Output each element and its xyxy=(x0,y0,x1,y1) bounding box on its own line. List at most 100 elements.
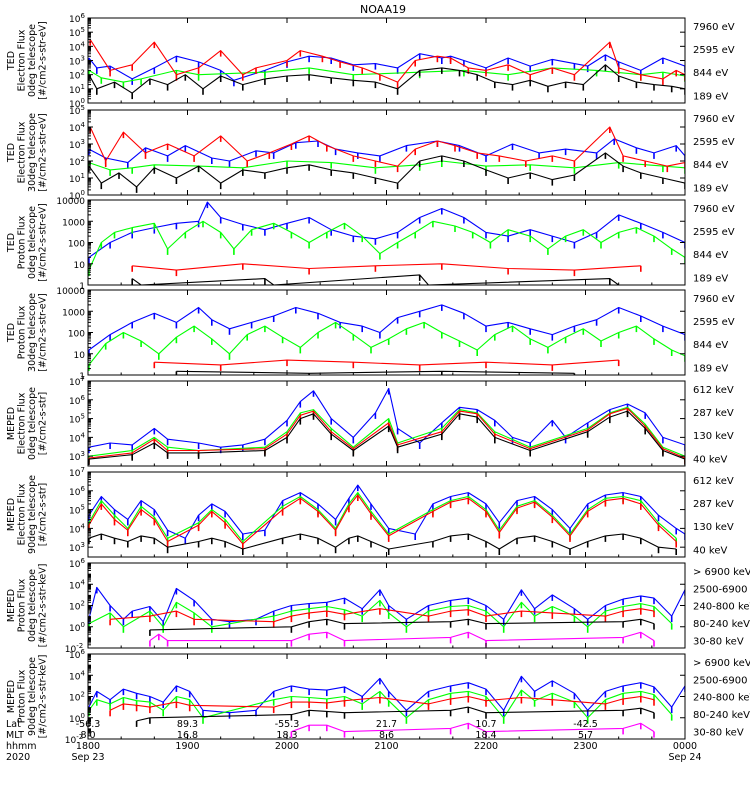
chart-title: NOAA19 xyxy=(360,3,406,16)
x-tick-hhmm-6: 0000 xyxy=(673,741,697,752)
ted-electron-0deg-ytick-label-0: 100 xyxy=(69,97,85,110)
meped-electron-0deg-ylabel-line-2: 0deg telescope xyxy=(27,387,38,460)
ted-electron-0deg-series-line-1 xyxy=(88,67,685,83)
x-tick-mlt-1: 16.8 xyxy=(177,730,198,741)
meped-electron-0deg-ytick-label-2: 105 xyxy=(69,413,85,426)
x-tick-hhmm-4: 2200 xyxy=(474,741,498,752)
x-tick-hhmm-3: 2100 xyxy=(374,741,398,752)
ted-electron-30deg-series-line-1 xyxy=(88,160,685,171)
meped-electron-90deg-frame xyxy=(87,471,686,558)
meped-proton-0deg-ytick-label-0: 10-2 xyxy=(65,642,83,655)
meped-electron-90deg-legend-item-2: 130 keV xyxy=(693,522,734,533)
meped-proton-90deg-ylabel: MEPEDProton Flux90deg telescope[#/cm2-s-… xyxy=(6,655,49,739)
meped-electron-90deg-ytick-label-4: 107 xyxy=(69,466,85,479)
ted-proton-0deg-ylabel-line-2: 0deg telescope xyxy=(27,206,38,279)
ted-proton-0deg-ylabel-line-1: Proton Flux xyxy=(17,215,28,269)
ted-proton-30deg-ytick-label-0: 1 xyxy=(79,372,85,382)
meped-proton-0deg-legend-item-4: 30-80 keV xyxy=(693,636,744,647)
ted-proton-0deg-legend-item-0: 7960 eV xyxy=(693,204,735,215)
ted-electron-0deg-legend-item-2: 844 eV xyxy=(693,68,728,79)
meped-electron-90deg-legend-item-0: 612 keV xyxy=(693,476,734,487)
ted-electron-0deg-ylabel-line-1: Electron Flux xyxy=(17,29,28,91)
meped-proton-0deg-series-line-0 xyxy=(88,586,685,623)
ted-proton-30deg-legend-item-3: 189 eV xyxy=(693,363,728,374)
x-tick-mlt-4: 18.4 xyxy=(475,730,496,741)
meped-electron-0deg-series-line-0 xyxy=(88,387,685,448)
meped-proton-0deg-legend-item-1: 2500-6900 xyxy=(693,584,748,595)
ted-electron-30deg-series-line-3 xyxy=(88,152,685,188)
ted-electron-0deg-ytick-label-4: 104 xyxy=(69,40,85,53)
meped-electron-0deg-legend-item-3: 40 keV xyxy=(693,454,727,465)
ted-electron-0deg-ylabel-line-3: [#/cm2-s-str-eV] xyxy=(38,21,49,100)
meped-electron-90deg-ytick-label-2: 105 xyxy=(69,504,85,517)
meped-electron-90deg-series-line-3 xyxy=(88,533,677,550)
meped-proton-90deg-ytick-label-3: 104 xyxy=(69,669,85,682)
meped-electron-90deg-series-line-0 xyxy=(88,484,685,539)
x-tick-lat-5: -42.5 xyxy=(573,719,598,730)
ted-electron-30deg-ytick-label-3: 103 xyxy=(69,138,85,151)
x-row-label-3: 2020 xyxy=(6,752,30,763)
ted-electron-0deg-ylabel-line-2: 0deg telescope xyxy=(27,24,38,97)
ted-electron-0deg-series-line-0 xyxy=(88,53,685,81)
meped-proton-0deg-ytick-label-3: 104 xyxy=(69,578,85,591)
x-tick-hhmm-1: 1900 xyxy=(175,741,199,752)
ted-electron-30deg-legend-item-0: 7960 eV xyxy=(693,114,735,125)
meped-electron-0deg-ytick-label-1: 104 xyxy=(69,431,85,444)
meped-proton-0deg-ylabel-line-3: [#/cm2-s-str-keV] xyxy=(38,564,49,648)
ted-proton-0deg-ylabel-line-0: TED xyxy=(6,233,17,253)
ted-proton-30deg-legend-item-0: 7960 eV xyxy=(693,294,735,305)
meped-electron-90deg-legend-item-1: 287 keV xyxy=(693,499,734,510)
meped-proton-0deg-panel: 10-2 100 102 104 106 MEPEDProton Flux0deg tel… xyxy=(6,557,750,655)
ted-electron-30deg-ylabel: TEDElectron Flux30deg telescope[#/cm2-s-… xyxy=(6,113,49,192)
meped-proton-0deg-ylabel-line-0: MEPED xyxy=(6,589,17,622)
ted-proton-30deg-series-group xyxy=(88,304,685,375)
meped-electron-90deg-ylabel-line-3: [#/cm2-s-str] xyxy=(38,483,49,546)
ted-proton-0deg-series-group xyxy=(88,201,685,285)
ted-proton-0deg-ytick-label-2: 100 xyxy=(68,240,85,250)
meped-proton-90deg-ytick-label-1: 100 xyxy=(69,712,85,725)
ted-electron-30deg-series-line-2 xyxy=(89,126,685,167)
meped-proton-90deg-series-line-0 xyxy=(88,675,685,714)
meped-electron-90deg-ylabel-line-0: MEPED xyxy=(6,498,17,531)
meped-proton-0deg-ylabel-line-2: 0deg telescope xyxy=(27,569,38,642)
ted-proton-0deg-series-line-3 xyxy=(131,274,620,285)
meped-electron-0deg-legend-item-0: 612 keV xyxy=(693,385,734,396)
meped-electron-90deg-ytick-label-1: 104 xyxy=(69,522,85,535)
x-tick-mlt-0: 8.0 xyxy=(80,730,95,741)
meped-proton-0deg-ylabel-line-1: Proton Flux xyxy=(17,578,28,632)
ted-electron-30deg-ylabel-line-0: TED xyxy=(6,143,17,163)
meped-electron-90deg-ylabel-line-2: 90deg telescope xyxy=(27,475,38,554)
meped-electron-0deg-legend-item-2: 130 keV xyxy=(693,431,734,442)
meped-electron-90deg-ytick-label-3: 106 xyxy=(69,485,85,498)
meped-proton-0deg-legend-item-3: 80-240 keV xyxy=(693,619,750,630)
ted-electron-0deg-ytick-label-2: 102 xyxy=(69,69,85,82)
ted-electron-0deg-ytick-label-1: 101 xyxy=(69,83,85,96)
meped-electron-0deg-series-group xyxy=(88,387,685,466)
ted-proton-0deg-legend-item-1: 2595 eV xyxy=(693,227,735,238)
x-row-label-0: Lat xyxy=(6,719,21,730)
meped-proton-90deg-series-line-4 xyxy=(291,722,655,733)
x-tick-hhmm-0: 1800 xyxy=(76,741,100,752)
ted-electron-0deg-frame xyxy=(87,17,686,104)
ted-electron-30deg-panel: 100 101 102 103 104 105 TEDElectron Flux30deg … xyxy=(6,104,735,202)
ted-proton-0deg-ytick-label-3: 1000 xyxy=(62,218,85,228)
x-tick-lat-2: -55.3 xyxy=(275,719,300,730)
ted-proton-30deg-series-line-2 xyxy=(154,359,619,366)
x-row-label-1: MLT xyxy=(6,730,24,741)
ted-electron-0deg-legend-item-1: 2595 eV xyxy=(693,45,735,56)
meped-proton-0deg-ylabel: MEPEDProton Flux0deg telescope[#/cm2-s-s… xyxy=(6,564,49,648)
meped-proton-0deg-legend-item-0: > 6900 keV xyxy=(693,567,750,578)
meped-proton-90deg-ylabel-line-1: Proton Flux xyxy=(17,669,28,723)
meped-electron-0deg-ytick-label-4: 107 xyxy=(69,375,85,388)
ted-proton-30deg-legend-item-1: 2595 eV xyxy=(693,317,735,328)
meped-proton-90deg-ytick-label-2: 102 xyxy=(69,691,85,704)
x-tick-lat-1: 89.3 xyxy=(177,719,198,730)
ted-proton-30deg-ylabel-line-0: TED xyxy=(6,323,17,343)
meped-electron-0deg-ylabel: MEPEDElectron Flux0deg telescope[#/cm2-s… xyxy=(6,387,49,460)
meped-proton-90deg-ylabel-line-2: 90deg telescope xyxy=(27,657,38,736)
ted-proton-0deg-series-line-1 xyxy=(88,220,685,271)
x-tick-mlt-5: 5.7 xyxy=(578,730,593,741)
meped-proton-90deg-ylabel-line-0: MEPED xyxy=(6,680,17,713)
ted-electron-0deg-series-group xyxy=(88,39,685,100)
ted-proton-30deg-ytick-label-3: 1000 xyxy=(62,308,85,318)
